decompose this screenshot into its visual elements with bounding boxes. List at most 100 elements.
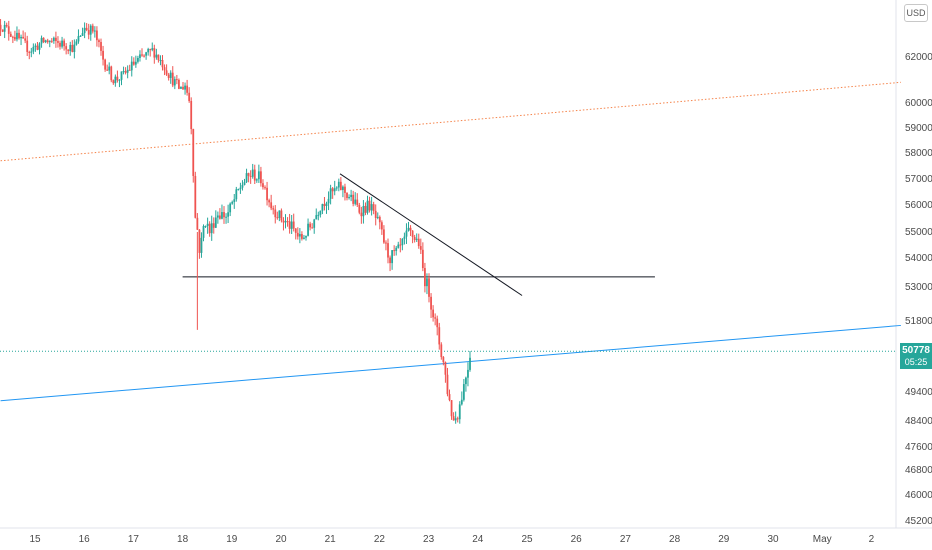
candle-down [167,74,170,78]
candle-down [399,244,402,246]
candle-up [151,48,154,50]
candle-up [305,235,307,238]
candle-down [372,204,375,211]
candle-up [307,223,309,236]
candle-down [264,187,266,189]
y-tick-label: 55000 [905,227,932,238]
candle-down [46,40,49,43]
candle-up [184,85,186,90]
candle-down [260,171,262,184]
candle-down [280,210,283,221]
candle-up [118,79,121,81]
candle-up [298,234,301,237]
candle-up [284,221,287,223]
candle-down [212,223,215,228]
candle-up [77,36,80,42]
candle-up [313,219,316,228]
x-tick-label: 21 [325,534,337,545]
y-tick-label: 59000 [905,123,932,134]
candle-up [16,32,18,40]
candle-up [169,72,172,78]
candle-up [20,36,22,39]
candle-down [434,317,437,319]
candle-down [323,204,326,207]
candle-down [446,374,449,395]
candle-down [311,227,314,229]
descending-trendline [339,173,523,296]
candle-up [108,66,111,71]
candle-down [0,24,2,30]
candle-down [36,45,39,50]
y-tick-label: 48400 [905,416,932,427]
x-tick-label: 24 [472,534,484,545]
candle-up [278,210,281,218]
candle-down [161,60,164,68]
currency-label[interactable]: USD [904,4,928,22]
candle-up [335,187,338,189]
candle-down [192,129,195,176]
time-axis: 15 16 17 18 19 20 21 22 23 24 25 26 27 28 29 30 May 2 [29,534,874,545]
candle-down [96,30,98,41]
candle-down [141,54,143,56]
x-tick-label: 29 [718,534,730,545]
candle-down [421,249,424,269]
candle-down [104,59,107,70]
candle-up [317,214,320,216]
candle-up [34,45,37,47]
candle-down [247,173,250,176]
candle-up [237,189,240,191]
candle-up [44,40,47,43]
candle-down [274,209,277,218]
candle-down [106,69,109,71]
candle-up [460,399,463,405]
candle-down [301,234,303,239]
candle-down [428,278,430,297]
candle-down [98,40,100,43]
candle-up [321,204,324,211]
candles-layer [0,19,471,424]
y-tick-label: 62000 [905,52,932,63]
x-tick-label: 26 [571,534,583,545]
candle-up [426,278,428,287]
candle-down [364,205,367,213]
candle-down [296,232,299,237]
candle-up [376,216,379,218]
candle-down [331,188,334,192]
candle-up [251,169,254,177]
candle-up [245,173,248,183]
candle-down [393,250,396,252]
candle-down [249,175,252,177]
candle-up [134,61,137,65]
candle-up [354,199,357,204]
candle-down [309,223,312,228]
x-tick-label: 17 [128,534,140,545]
y-tick-label: 45200 [905,516,932,527]
candle-down [358,204,361,213]
candle-down [448,394,451,401]
price-axis: 45200 46000 46800 47600 48400 49400 51800 53000… [905,52,932,527]
candle-up [216,215,219,218]
candle-down [409,227,412,231]
candle-down [262,183,264,188]
candle-up [69,44,72,52]
candle-down [7,26,10,34]
candle-up [137,57,139,62]
candle-down [63,40,66,47]
candle-up [327,198,330,204]
x-tick-label: 27 [620,534,632,545]
candle-up [202,226,205,238]
candle-down [430,296,432,310]
y-tick-label: 60000 [905,98,932,109]
candle-up [231,201,234,204]
candle-down [1,29,4,32]
candle-down [171,72,174,86]
candle-down [50,40,53,42]
candle-up [61,40,63,47]
bar-countdown: 05:25 [904,357,928,367]
candle-up [467,369,469,378]
candle-down [294,228,297,233]
candle-down [132,61,135,65]
x-tick-label: 30 [767,534,779,545]
candle-down [116,76,119,81]
